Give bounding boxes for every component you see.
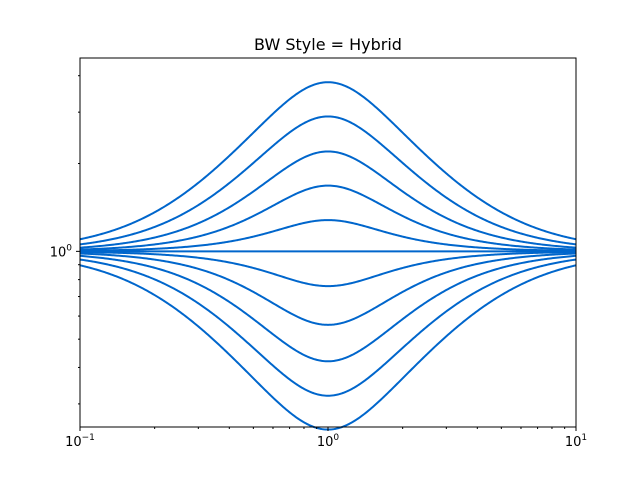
x-tick-label-2: 100 [317,433,340,450]
series-line-1 [79,81,577,241]
ticks-group: 10−1 100 101 100 [50,75,587,450]
series-line-10 [79,258,577,397]
series-line-11 [79,264,577,431]
series-group [79,81,577,431]
series-line-8 [79,252,577,326]
y-tick-label-1: 100 [50,243,73,260]
axes-frame [79,57,577,428]
series-line-3 [79,150,577,249]
series-line-7 [79,251,577,288]
x-tick-label-1: 10−1 [65,433,95,450]
series-line-2 [79,115,577,246]
series-line-5 [79,219,577,252]
series-line-4 [79,184,577,251]
x-tick-label-3: 101 [565,433,587,450]
series-line-9 [79,254,577,363]
chart-title: BW Style = Hybrid [254,35,402,54]
